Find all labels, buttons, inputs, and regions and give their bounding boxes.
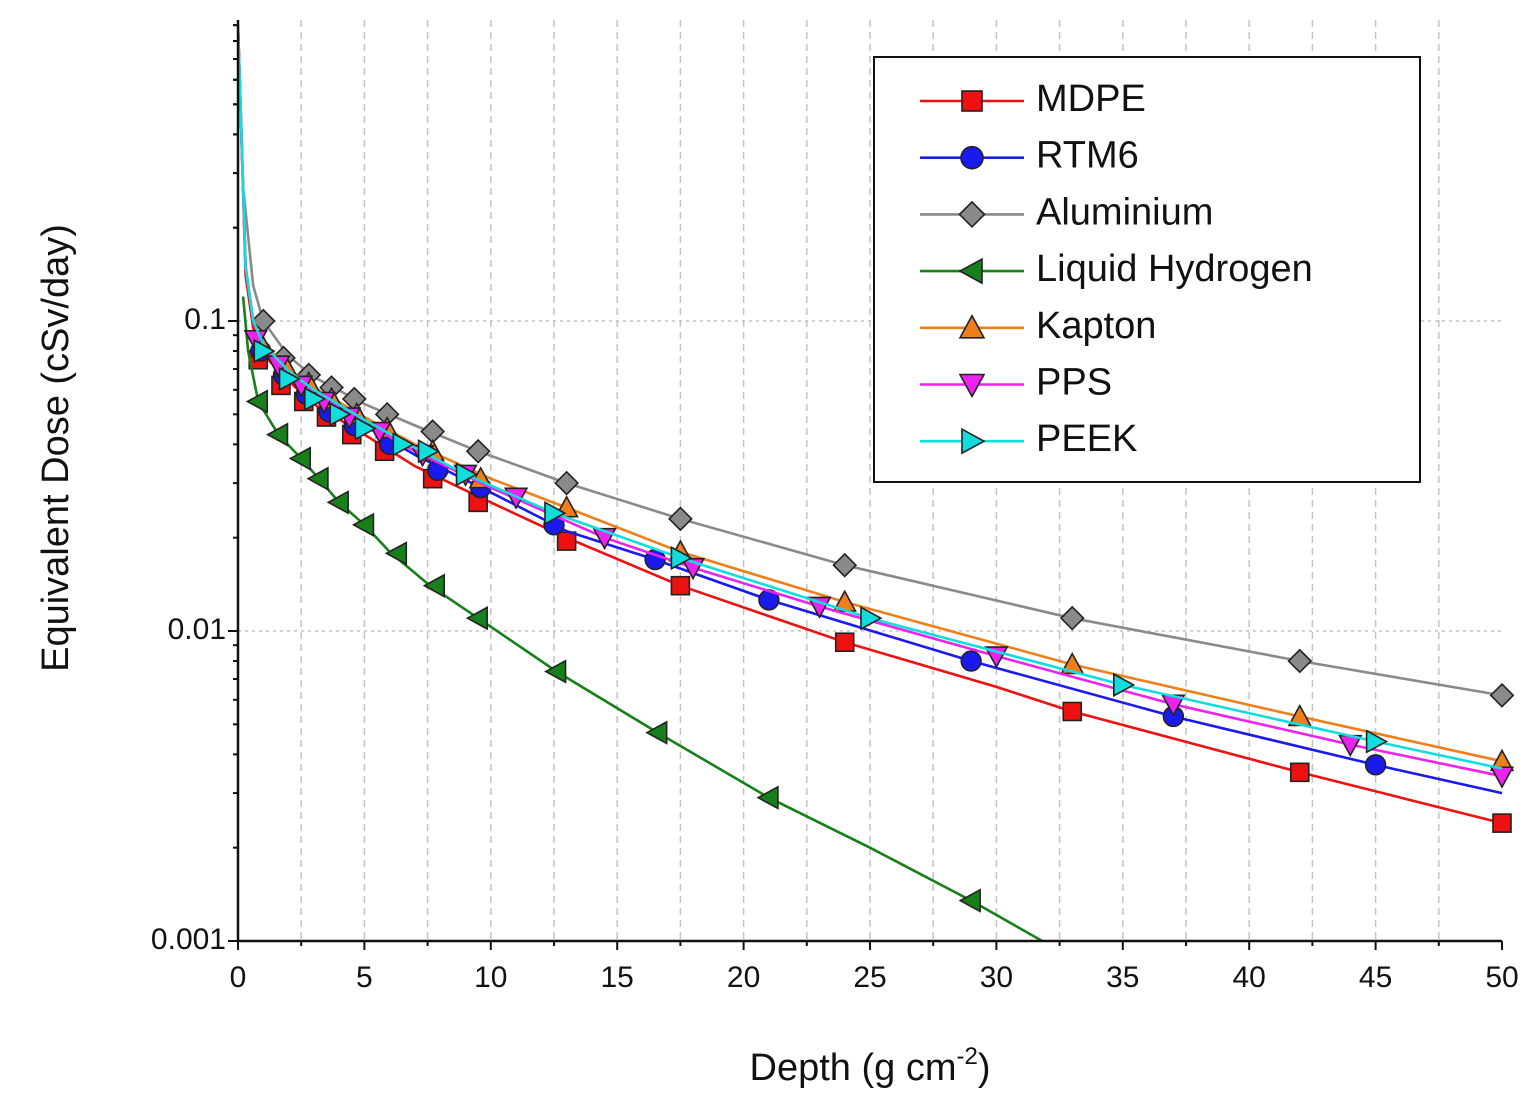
data-point-liquid-hydrogen [326,490,349,515]
legend-label-kapton: Kapton [1036,305,1156,347]
series-layer [238,25,1515,941]
ticks: 0 5 10 15 20 25 30 35 40 45 50 0.001 0.01 0.1 [151,24,1519,994]
data-point-peek [455,462,478,487]
legend-marker-aluminium [958,200,986,229]
x-tick-label: 20 [727,961,760,994]
y-tick-label: 0.01 [168,613,226,646]
x-tick-label: 0 [230,961,247,994]
data-point-aluminium [668,506,693,532]
legend-entry-pps: PPS [920,362,1112,404]
data-point-liquid-hydrogen [265,422,289,447]
data-point-liquid-hydrogen [245,389,269,414]
y-tick-label: 0.1 [184,303,226,336]
legend-label-pps: PPS [1036,362,1112,404]
x-axis-title-close: ) [978,1047,991,1089]
legend-entry-liquid-hydrogen: Liquid Hydrogen [920,248,1313,290]
data-point-peek [354,416,377,441]
data-point-peek [1365,729,1389,754]
data-point-mdpe [556,531,577,551]
data-point-aluminium [1489,682,1515,708]
x-axis-title-exponent: -2 [956,1043,977,1070]
legend-label-rtm6: RTM6 [1036,135,1139,177]
series-aluminium [238,25,1515,708]
data-point-mdpe [1289,762,1310,783]
data-point-peek [860,606,883,631]
x-tick-label: 25 [853,961,886,994]
legend-marker-mdpe [961,90,983,112]
data-point-pps [1489,766,1515,789]
x-tick-label: 15 [601,961,634,994]
legend-label-aluminium: Aluminium [1036,191,1213,233]
data-point-rtm6 [1364,754,1387,776]
legend-marker-pps [958,373,986,399]
data-point-liquid-hydrogen [544,659,567,684]
legend-label-liquid-hydrogen: Liquid Hydrogen [1036,248,1313,290]
series-peek [238,25,1503,770]
data-point-liquid-hydrogen [465,606,488,631]
x-tick-label: 35 [1106,961,1139,994]
data-point-liquid-hydrogen [756,785,779,810]
y-tick-label: 0.001 [151,923,226,956]
data-point-aluminium [1287,648,1313,674]
data-point-liquid-hydrogen [351,512,375,537]
y-axis-title: Equivalent Dose (cSv/day) [35,224,77,672]
data-point-peek [417,439,441,464]
series-line-aluminium [238,25,1503,697]
legend-entry-peek: PEEK [920,418,1137,460]
series-liquid-hydrogen [241,296,1045,941]
data-point-peek [1113,672,1136,698]
x-tick-label: 10 [474,961,507,994]
data-point-aluminium [832,552,858,578]
x-tick-label: 40 [1233,961,1266,994]
legend-marker-rtm6 [960,145,984,170]
data-point-mdpe [834,632,855,653]
x-axis-title-main: Depth (g cm [750,1047,957,1089]
x-tick-label: 30 [980,961,1013,994]
data-point-aluminium [1059,605,1085,631]
data-point-peek [392,432,415,457]
legend-label-peek: PEEK [1036,418,1137,460]
data-point-peek [544,500,567,526]
data-point-liquid-hydrogen [958,888,981,913]
legend-entry-kapton: Kapton [920,305,1156,347]
x-tick-label: 45 [1359,961,1392,994]
data-point-aluminium [465,438,491,464]
x-tick-label: 5 [356,961,373,994]
data-point-liquid-hydrogen [384,541,408,566]
data-point-peek [670,545,693,571]
x-tick-label: 50 [1485,961,1518,994]
series-line-peek [238,25,1503,770]
data-point-pps [503,487,529,510]
data-point-peek [253,338,276,364]
data-point-peek [304,386,327,412]
data-point-kapton [1060,651,1085,675]
data-point-peek [278,366,302,392]
data-point-rtm6 [960,650,982,672]
legend-entry-aluminium: Aluminium [920,191,1213,233]
data-point-liquid-hydrogen [306,466,329,491]
legend-entry-mdpe: MDPE [920,78,1146,120]
legend-marker-liquid-hydrogen [958,257,983,285]
data-point-liquid-hydrogen [645,720,668,745]
data-point-pps [807,596,832,619]
legend-entry-rtm6: RTM6 [920,135,1139,177]
x-axis-title: Depth (g cm-2) [750,1043,991,1089]
data-point-mdpe [1062,701,1083,722]
data-point-peek [329,402,352,427]
data-point-mdpe [670,575,691,596]
data-point-liquid-hydrogen [422,573,445,598]
legend-marker-kapton [958,314,986,339]
legend: MDPE RTM6 Aluminium Liquid Hydrogen Kapton PP… [873,56,1421,483]
data-point-aluminium [554,470,580,496]
data-point-liquid-hydrogen [288,446,312,471]
legend-marker-peek [961,427,986,455]
data-point-mdpe [1492,813,1512,833]
legend-label-mdpe: MDPE [1036,78,1146,120]
